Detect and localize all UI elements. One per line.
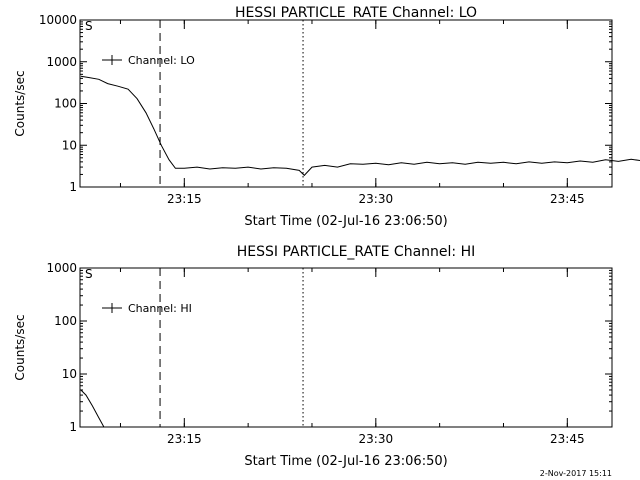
series-line-0 xyxy=(80,75,640,177)
footer-timestamp: 2-Nov-2017 15:11 xyxy=(540,469,612,478)
marker-label: S xyxy=(85,19,93,33)
y-tick-label: 10 xyxy=(62,367,77,381)
marker-label: S xyxy=(85,267,93,281)
x-tick-label: 23:45 xyxy=(550,192,585,206)
plot-frame xyxy=(79,267,613,428)
x-axis-label: Start Time (02-Jul-16 23:06:50) xyxy=(244,214,447,229)
legend-label: Channel: LO xyxy=(128,54,195,67)
y-tick-label: 100 xyxy=(54,314,77,328)
y-tick-label: 10 xyxy=(62,138,77,152)
legend-label: Channel: HI xyxy=(128,302,192,315)
y-tick-label: 1 xyxy=(69,420,77,434)
x-tick-label: 23:45 xyxy=(550,432,585,446)
x-axis-label: Start Time (02-Jul-16 23:06:50) xyxy=(244,454,447,469)
x-tick-label: 23:30 xyxy=(359,192,394,206)
y-axis-label: Counts/sec xyxy=(13,314,27,380)
hi-channel-panel: HESSI PARTICLE_RATE Channel: HI 1 10 100 100… xyxy=(13,244,613,469)
y-tick-label: 1 xyxy=(69,180,77,194)
y-axis-label: Counts/sec xyxy=(13,70,27,136)
y-tick-label: 1000 xyxy=(46,55,77,69)
chart-title: HESSI PARTICLE_RATE Channel: LO xyxy=(235,5,477,21)
y-tick-label: 1000 xyxy=(46,261,77,275)
series-line-0 xyxy=(80,389,105,428)
x-tick-label: 23:15 xyxy=(167,192,202,206)
y-tick-label: 100 xyxy=(54,97,77,111)
y-tick-label: 10000 xyxy=(39,13,77,27)
x-tick-label: 23:15 xyxy=(167,432,202,446)
lo-channel-panel: HESSI PARTICLE_RATE Channel: LO 1 10 100 100… xyxy=(13,5,640,229)
chart-title: HESSI PARTICLE_RATE Channel: HI xyxy=(237,244,475,260)
x-tick-label: 23:30 xyxy=(359,432,394,446)
